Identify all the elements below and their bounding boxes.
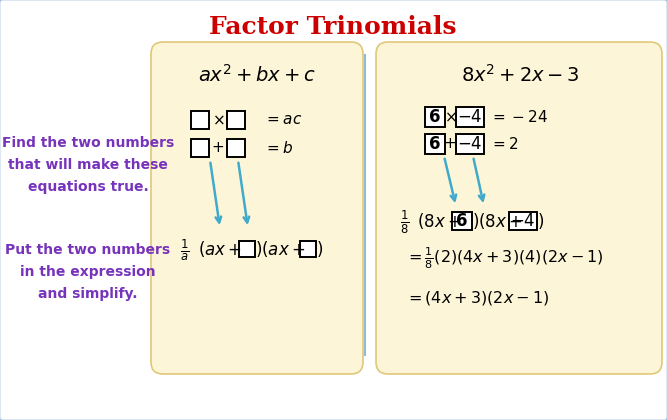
FancyBboxPatch shape: [425, 134, 445, 154]
FancyBboxPatch shape: [376, 42, 662, 374]
Text: $=(4x+3)(2x-1)$: $=(4x+3)(2x-1)$: [405, 289, 549, 307]
FancyBboxPatch shape: [227, 111, 245, 129]
FancyBboxPatch shape: [452, 212, 472, 230]
FancyBboxPatch shape: [151, 42, 363, 374]
Text: $-4$: $-4$: [458, 108, 483, 126]
Text: 6: 6: [430, 135, 441, 153]
Text: $)(ax+$: $)(ax+$: [255, 239, 305, 259]
Text: $= ac$: $= ac$: [264, 113, 302, 128]
Text: $8x^2+2x-3$: $8x^2+2x-3$: [461, 64, 580, 86]
Text: $)$: $)$: [537, 211, 544, 231]
Text: $\times$: $\times$: [211, 113, 224, 128]
Text: $(8x+$: $(8x+$: [417, 211, 462, 231]
Text: $\times$: $\times$: [444, 110, 456, 124]
FancyBboxPatch shape: [509, 212, 537, 230]
FancyBboxPatch shape: [456, 107, 484, 127]
FancyBboxPatch shape: [300, 241, 316, 257]
Text: Put the two numbers
in the expression
and simplify.: Put the two numbers in the expression an…: [5, 243, 171, 301]
FancyBboxPatch shape: [191, 111, 209, 129]
Text: $=\frac{1}{8}(2)(4x+3)(4)(2x-1)$: $=\frac{1}{8}(2)(4x+3)(4)(2x-1)$: [405, 245, 604, 271]
Text: $= b$: $= b$: [264, 140, 293, 156]
FancyBboxPatch shape: [239, 241, 255, 257]
FancyBboxPatch shape: [456, 134, 484, 154]
Text: $)$: $)$: [316, 239, 323, 259]
Text: $ax^2+bx+c$: $ax^2+bx+c$: [198, 64, 316, 86]
Text: $-4$: $-4$: [458, 135, 483, 153]
FancyBboxPatch shape: [191, 139, 209, 157]
Text: $-4$: $-4$: [510, 212, 536, 230]
Text: 6: 6: [430, 108, 441, 126]
Text: $= 2$: $= 2$: [490, 136, 519, 152]
Text: $(ax+$: $(ax+$: [198, 239, 242, 259]
FancyBboxPatch shape: [425, 107, 445, 127]
Text: Find the two numbers
that will make these
equations true.: Find the two numbers that will make thes…: [2, 136, 174, 194]
Text: $\frac{1}{8}$: $\frac{1}{8}$: [400, 208, 410, 236]
Text: 6: 6: [456, 212, 468, 230]
Text: $+$: $+$: [444, 136, 457, 152]
Text: $+$: $+$: [211, 141, 225, 155]
Text: $)(8x+$: $)(8x+$: [472, 211, 523, 231]
Text: Factor Trinomials: Factor Trinomials: [209, 15, 457, 39]
Text: $\frac{1}{a}$: $\frac{1}{a}$: [180, 237, 189, 262]
FancyBboxPatch shape: [227, 139, 245, 157]
Text: $= -24$: $= -24$: [490, 109, 548, 125]
